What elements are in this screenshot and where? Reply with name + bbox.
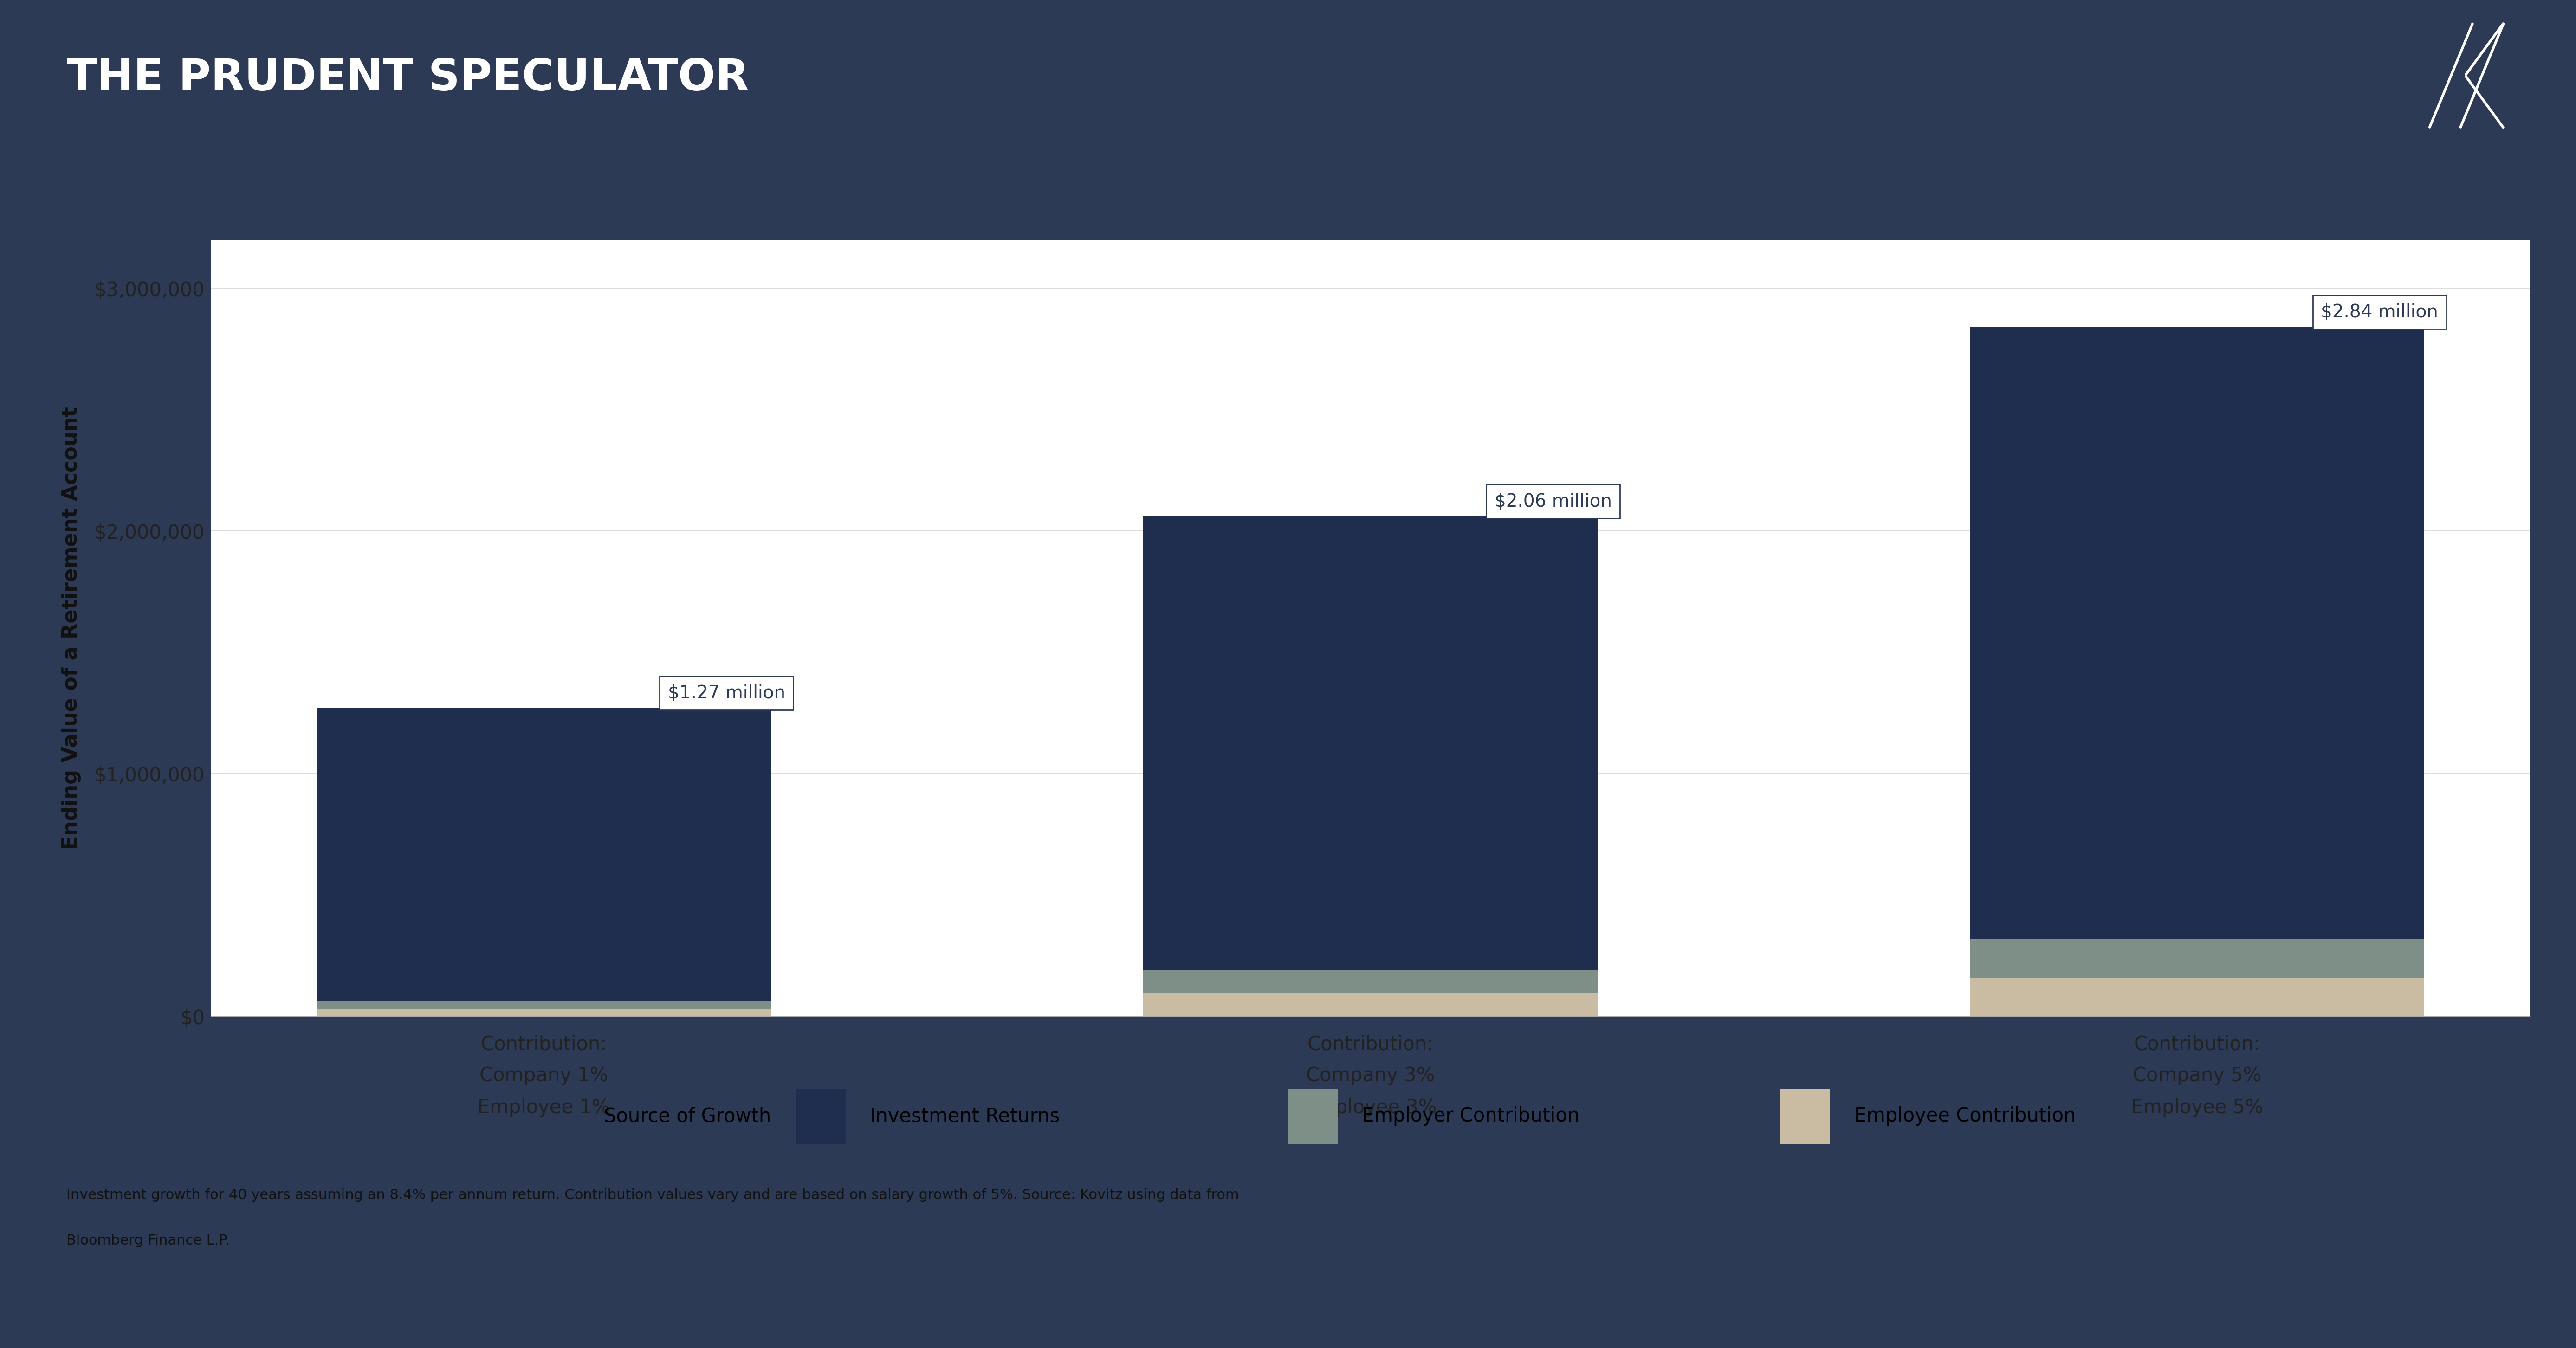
Text: Bloomberg Finance L.P.: Bloomberg Finance L.P.	[67, 1233, 229, 1247]
Text: Investment growth for 40 years assuming an 8.4% per annum return. Contribution v: Investment growth for 40 years assuming …	[67, 1189, 1239, 1201]
Bar	[1144, 971, 1597, 993]
Y-axis label: Ending Value of a Retirement Account: Ending Value of a Retirement Account	[62, 407, 80, 849]
Bar	[1780, 1089, 1829, 1144]
Bar	[317, 1008, 770, 1016]
Bar	[1971, 328, 2424, 940]
Text: Employee Contribution: Employee Contribution	[1855, 1107, 2076, 1126]
Bar	[1971, 940, 2424, 977]
Text: $2.06 million: $2.06 million	[1494, 492, 1613, 511]
Text: Source of Growth: Source of Growth	[603, 1107, 770, 1126]
Text: $2.84 million: $2.84 million	[2321, 303, 2439, 321]
Bar	[1288, 1089, 1337, 1144]
Text: Investment Returns: Investment Returns	[871, 1107, 1059, 1126]
Bar	[1971, 977, 2424, 1016]
Bar	[317, 708, 770, 1002]
Bar	[1144, 993, 1597, 1016]
Text: Employer Contribution: Employer Contribution	[1363, 1107, 1579, 1126]
Bar	[1144, 516, 1597, 971]
Bar	[317, 1002, 770, 1008]
Text: $1.27 million: $1.27 million	[667, 685, 786, 702]
Text: THE PRUDENT SPECULATOR: THE PRUDENT SPECULATOR	[67, 57, 750, 100]
Bar	[796, 1089, 845, 1144]
